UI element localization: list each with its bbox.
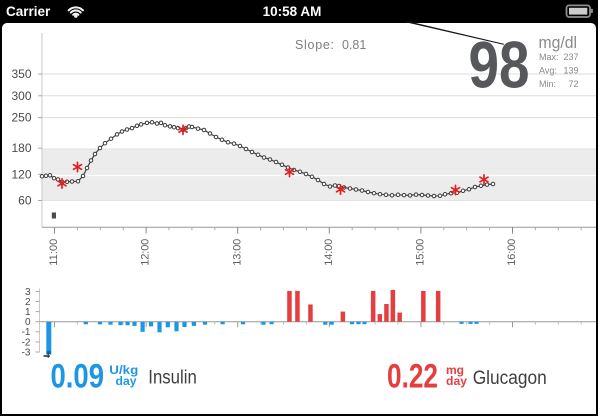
svg-text:180: 180 — [11, 141, 31, 155]
svg-text:3: 3 — [25, 287, 31, 298]
svg-text:U/kg: U/kg — [109, 365, 138, 377]
svg-text:0.09: 0.09 — [51, 358, 105, 396]
svg-text:0.81: 0.81 — [342, 38, 366, 52]
svg-text:-2: -2 — [22, 337, 31, 348]
svg-text:98: 98 — [469, 28, 530, 102]
svg-text:14:00: 14:00 — [323, 239, 335, 266]
svg-text:mg: mg — [446, 365, 464, 377]
svg-text:0.22: 0.22 — [387, 358, 438, 396]
svg-text:300: 300 — [11, 89, 31, 103]
svg-text:16:00: 16:00 — [506, 239, 518, 266]
svg-text:60: 60 — [18, 194, 32, 208]
svg-text:Carrier: Carrier — [6, 4, 51, 19]
svg-text:day: day — [116, 376, 138, 388]
svg-text:Slope:: Slope: — [295, 38, 334, 52]
svg-text:mg/dl: mg/dl — [539, 34, 578, 52]
svg-text:1: 1 — [25, 307, 31, 318]
svg-text:15:00: 15:00 — [415, 239, 427, 266]
svg-text:250: 250 — [11, 111, 31, 125]
svg-text:139: 139 — [563, 66, 578, 76]
svg-text:120: 120 — [11, 167, 31, 181]
svg-text:11:00: 11:00 — [48, 239, 60, 266]
svg-text:Max:: Max: — [539, 52, 559, 62]
svg-text:72: 72 — [568, 79, 578, 89]
svg-text:Min:: Min: — [539, 79, 556, 89]
svg-text:0: 0 — [25, 317, 31, 328]
svg-text:-1: -1 — [22, 327, 31, 338]
svg-text:237: 237 — [563, 52, 578, 62]
svg-text:Glucagon: Glucagon — [473, 368, 547, 389]
svg-text:-3: -3 — [22, 347, 31, 358]
svg-text:Insulin: Insulin — [148, 368, 197, 389]
svg-text:day: day — [446, 376, 468, 388]
svg-text:Avg:: Avg: — [539, 66, 557, 76]
svg-text:10:58 AM: 10:58 AM — [263, 4, 322, 19]
svg-text:2: 2 — [25, 297, 31, 308]
svg-text:350: 350 — [11, 67, 31, 81]
svg-text:13:00: 13:00 — [231, 239, 243, 266]
svg-text:12:00: 12:00 — [140, 239, 152, 266]
